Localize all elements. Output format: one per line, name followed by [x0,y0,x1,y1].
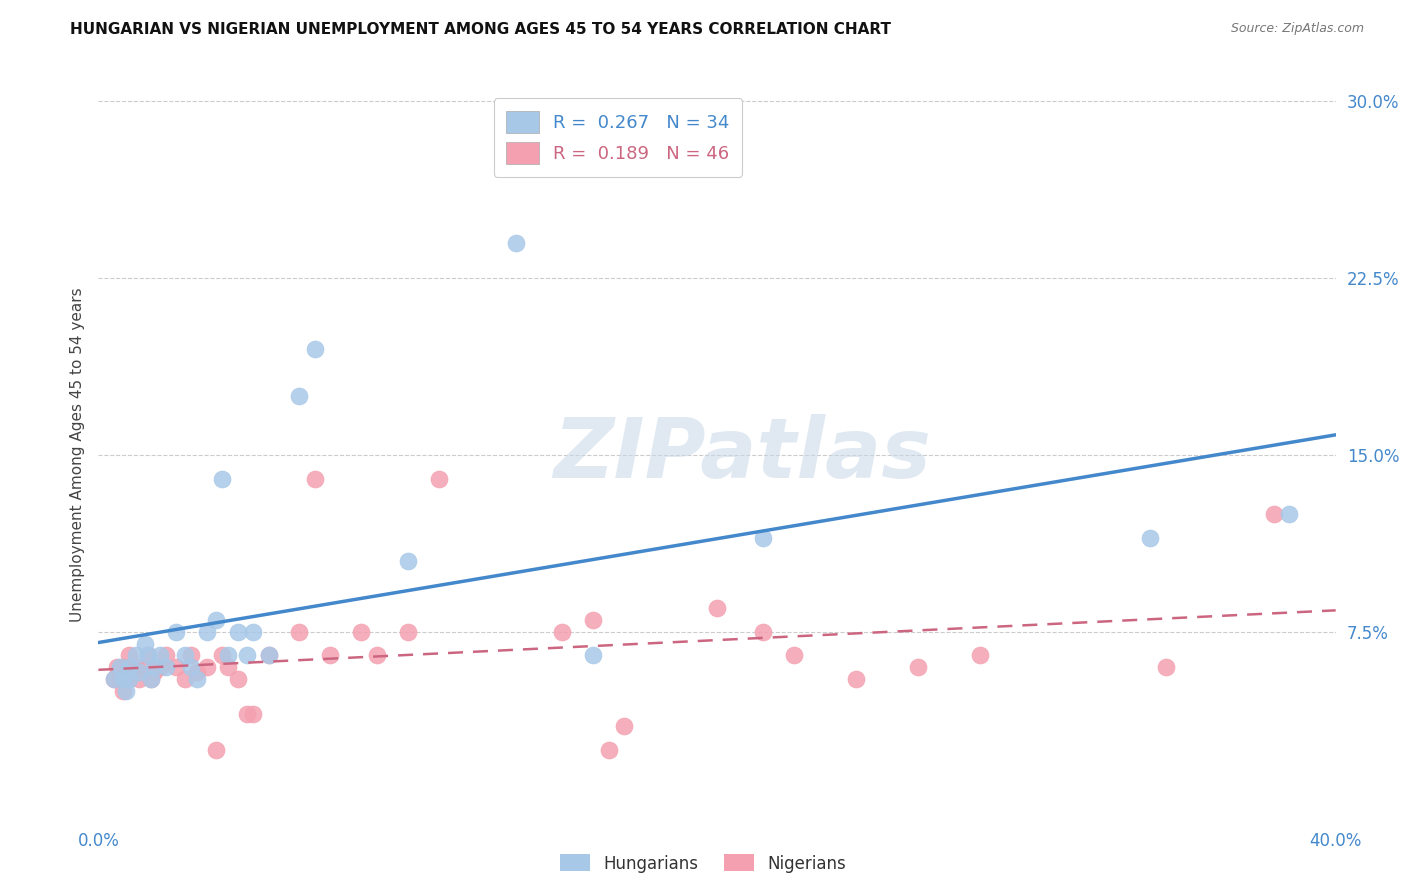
Point [396,554,419,568]
Point [103,672,125,686]
Point [186,665,208,679]
Point [706,601,728,615]
Legend: Hungarians, Nigerians: Hungarians, Nigerians [554,847,852,880]
Point [165,660,187,674]
Point [108,660,131,674]
Point [165,624,187,639]
Point [115,684,138,698]
Point [174,672,197,686]
Point [134,637,156,651]
Point [180,660,202,674]
Text: HUNGARIAN VS NIGERIAN UNEMPLOYMENT AMONG AGES 45 TO 54 YEARS CORRELATION CHART: HUNGARIAN VS NIGERIAN UNEMPLOYMENT AMONG… [70,22,891,37]
Point [149,648,172,663]
Point [598,743,620,757]
Point [124,648,146,663]
Point [155,660,177,674]
Point [350,624,373,639]
Point [195,624,218,639]
Point [1278,507,1301,521]
Point [236,648,259,663]
Point [505,235,527,250]
Point [118,672,141,686]
Text: Source: ZipAtlas.com: Source: ZipAtlas.com [1230,22,1364,36]
Point [752,531,775,545]
Point [1154,660,1177,674]
Point [136,648,159,663]
Point [139,672,162,686]
Point [783,648,806,663]
Point [257,648,280,663]
Point [613,719,636,733]
Point [226,624,249,639]
Point [211,471,233,485]
Point [236,707,259,722]
Point [211,648,233,663]
Point [105,660,128,674]
Point [205,743,228,757]
Point [118,672,141,686]
Point [366,648,388,663]
Point [288,624,311,639]
Point [205,613,228,627]
Point [907,660,929,674]
Point [304,471,326,485]
Point [118,648,141,663]
Point [304,342,326,356]
Point [969,648,991,663]
Point [582,613,605,627]
Point [103,672,125,686]
Point [112,672,135,686]
Point [128,672,150,686]
Point [319,648,342,663]
Point [242,624,264,639]
Point [155,648,177,663]
Point [551,624,574,639]
Point [752,624,775,639]
Point [582,648,605,663]
Point [112,684,135,698]
Point [136,648,159,663]
Point [845,672,868,686]
Point [195,660,218,674]
Legend: R =  0.267   N = 34, R =  0.189   N = 46: R = 0.267 N = 34, R = 0.189 N = 46 [494,98,742,177]
Point [128,665,150,679]
Point [226,672,249,686]
Point [1139,531,1161,545]
Point [143,665,166,679]
Point [257,648,280,663]
Point [288,389,311,403]
Point [217,660,239,674]
Point [143,660,166,674]
Point [124,660,146,674]
Point [149,660,172,674]
Point [108,672,131,686]
Text: ZIPatlas: ZIPatlas [553,415,931,495]
Point [139,672,162,686]
Point [186,672,208,686]
Y-axis label: Unemployment Among Ages 45 to 54 years: Unemployment Among Ages 45 to 54 years [69,287,84,623]
Point [396,624,419,639]
Point [118,660,141,674]
Point [180,648,202,663]
Point [427,471,450,485]
Point [1263,507,1285,521]
Point [242,707,264,722]
Point [134,660,156,674]
Point [115,660,138,674]
Point [217,648,239,663]
Point [174,648,197,663]
